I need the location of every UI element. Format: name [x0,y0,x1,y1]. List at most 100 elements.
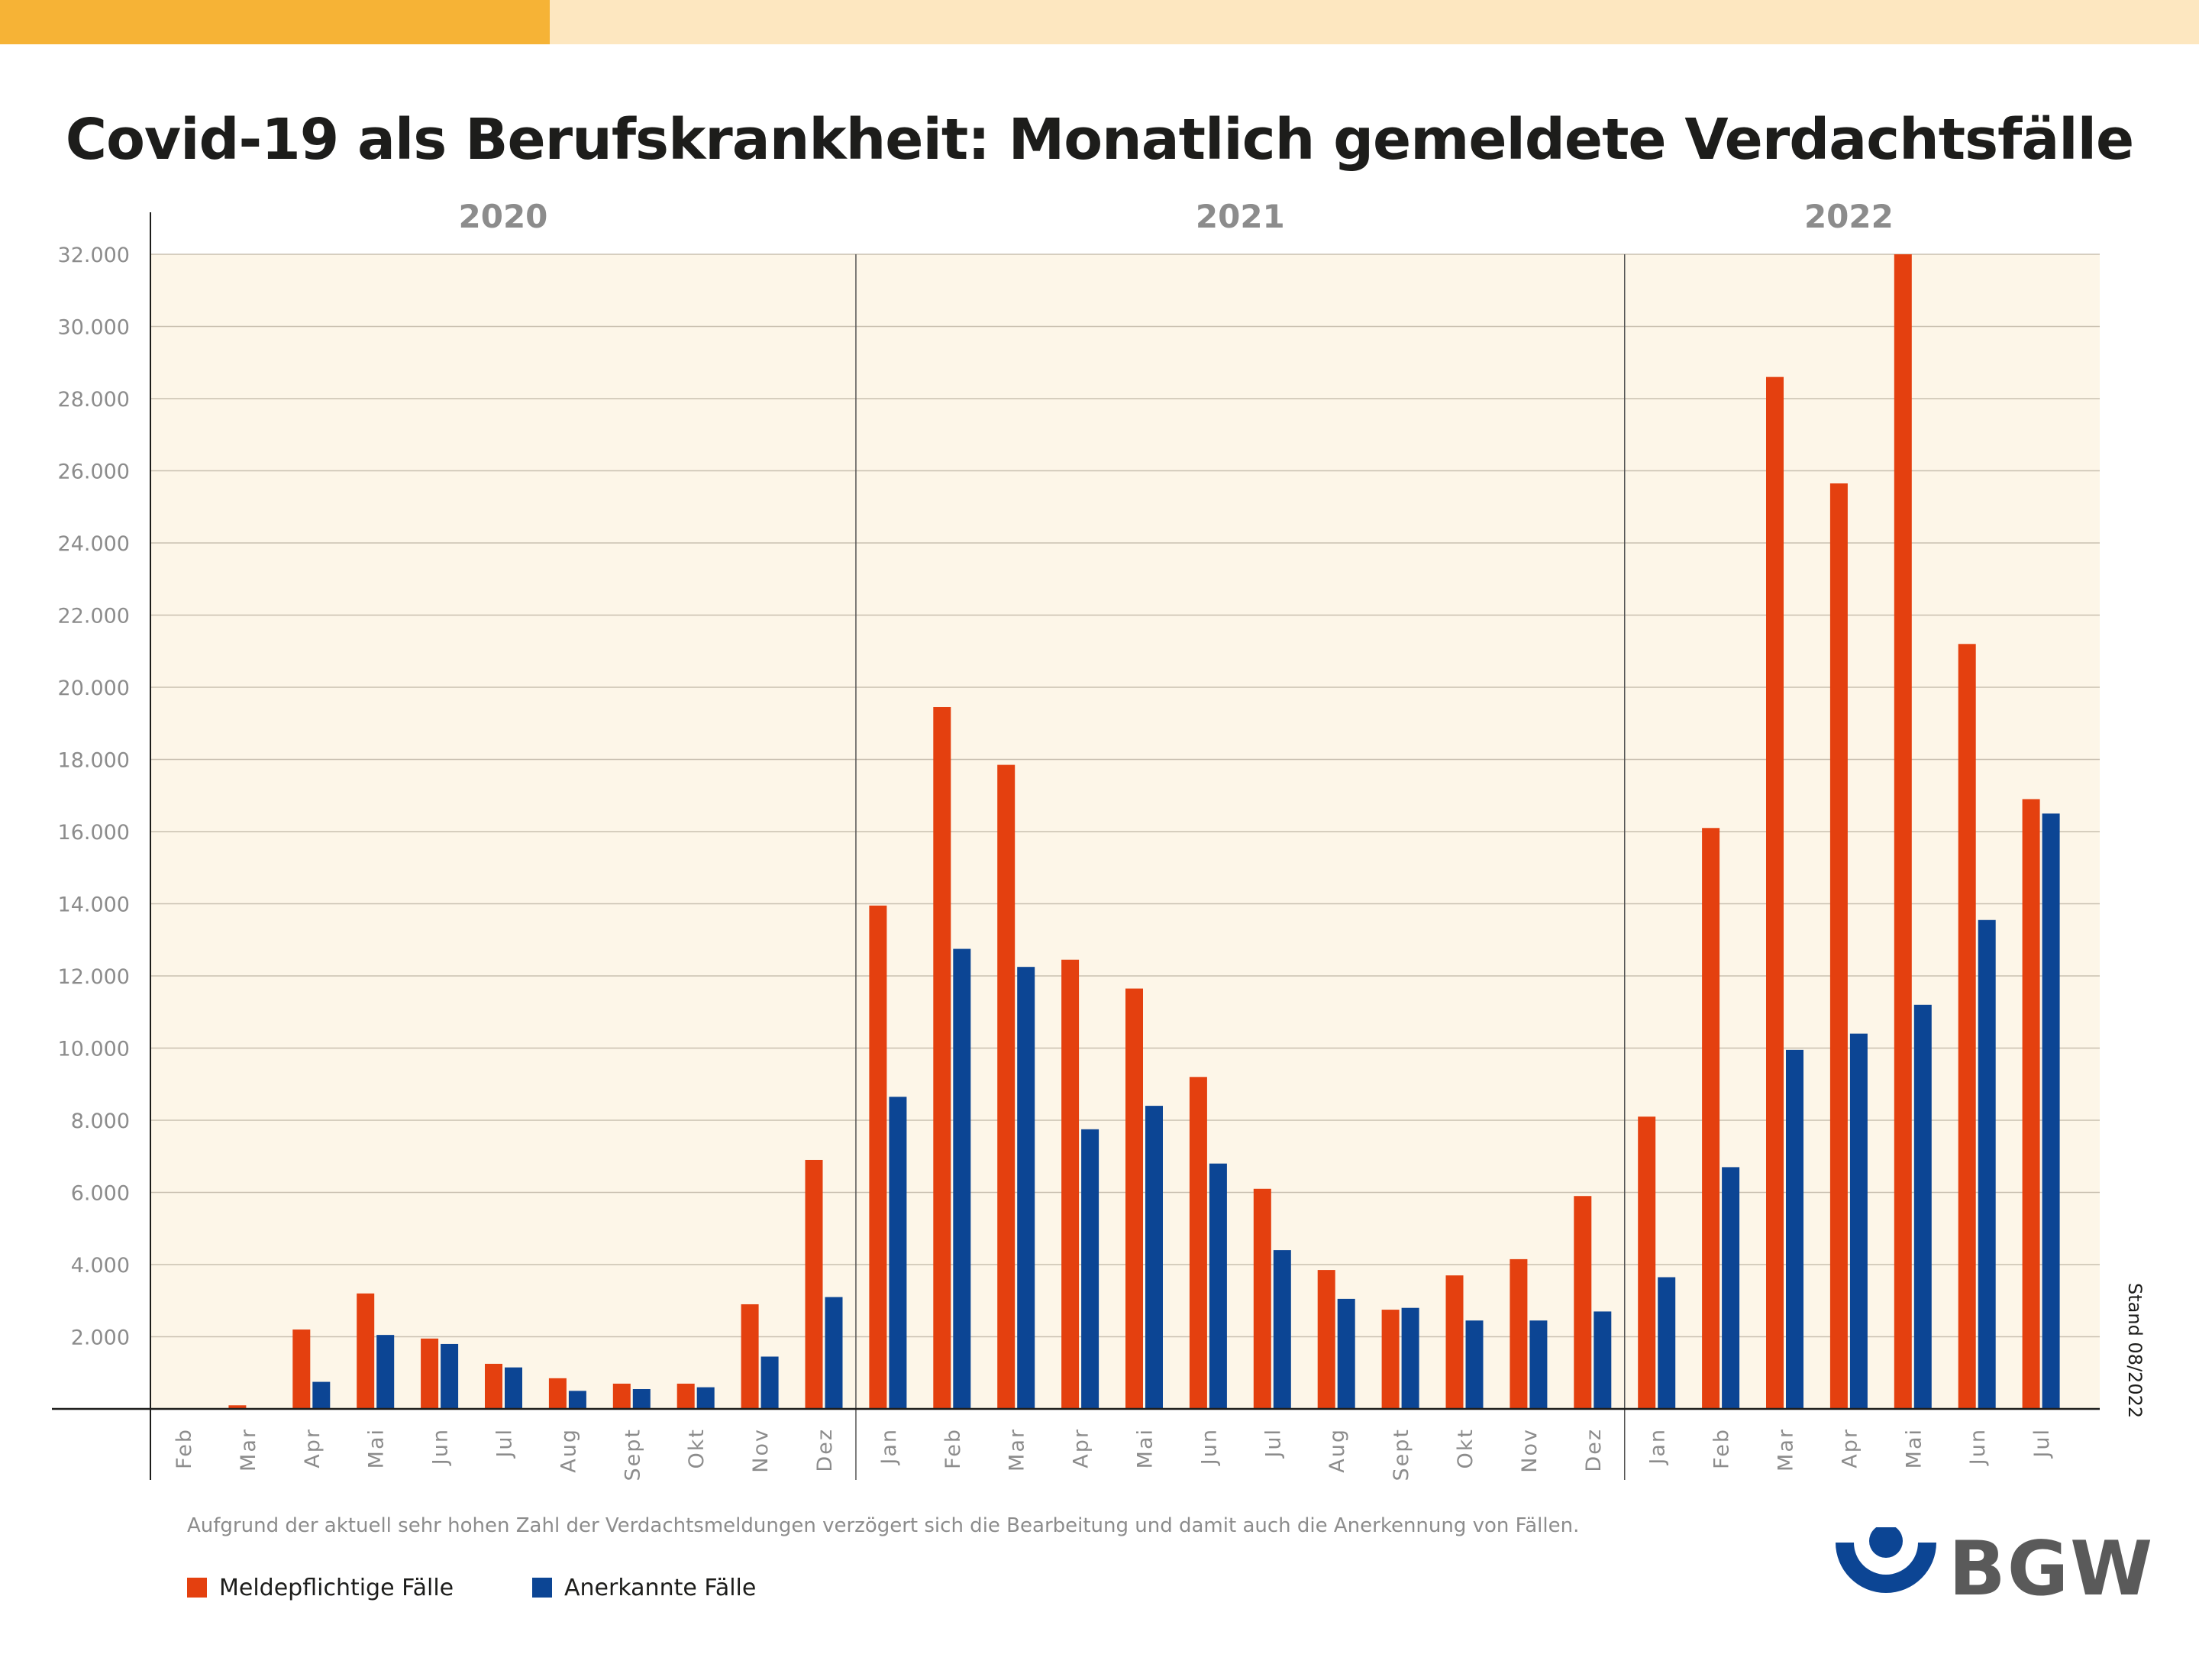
year-label: 2020 [459,198,548,235]
bar-anerkannte [760,1356,779,1409]
x-tick-label: Jan [877,1428,901,1466]
y-tick-label: 4.000 [71,1254,130,1278]
year-label: 2021 [1196,198,1285,235]
bar-anerkannte [889,1097,907,1409]
bar-meldepflichtige [805,1159,823,1409]
y-tick-label: 18.000 [58,749,130,773]
y-tick-label: 12.000 [58,965,130,989]
x-tick-label: Jan [1646,1428,1670,1466]
footnote: Aufgrund der aktuell sehr hohen Zahl der… [187,1514,1580,1537]
y-tick-label: 6.000 [71,1182,130,1206]
x-tick-label: Jun [1197,1428,1221,1466]
bar-anerkannte [1978,919,1996,1409]
x-tick-label: Mai [1902,1428,1926,1468]
bar-meldepflichtige [1638,1116,1656,1409]
bar-meldepflichtige [485,1363,502,1409]
bar-anerkannte [1529,1320,1548,1409]
bar-meldepflichtige [741,1304,759,1409]
bar-meldepflichtige [228,1405,247,1409]
bar-meldepflichtige [1510,1258,1528,1409]
legend-swatch-orange [187,1578,207,1598]
bar-meldepflichtige [1702,828,1720,1409]
bar-meldepflichtige [676,1383,695,1409]
bar-meldepflichtige [1061,959,1080,1409]
bar-anerkannte [1465,1320,1484,1409]
legend-label: Meldepflichtige Fälle [219,1575,454,1601]
x-tick-label: Apr [1838,1428,1862,1468]
bar-anerkannte [1849,1033,1868,1409]
x-tick-label: Sept [1390,1428,1413,1481]
top-bar-accent [0,0,550,44]
bar-meldepflichtige [933,706,951,1409]
x-tick-label: Mai [365,1428,389,1468]
bar-anerkannte [1337,1298,1355,1409]
bar-anerkannte [2042,813,2060,1409]
x-tick-label: Feb [941,1428,965,1469]
chart-title: Covid-19 als Berufskrankheit: Monatlich … [65,107,2134,173]
bar-meldepflichtige [1317,1270,1335,1409]
y-tick-label: 28.000 [58,388,130,412]
y-tick-label: 16.000 [58,821,130,845]
bar-anerkannte [1145,1106,1163,1409]
y-tick-label: 26.000 [58,460,130,484]
bar-anerkannte [1081,1129,1100,1409]
bar-meldepflichtige [2022,799,2040,1409]
x-tick-label: Mar [237,1428,260,1472]
bar-meldepflichtige [1574,1196,1592,1409]
y-tick-label: 30.000 [58,316,130,340]
bar-anerkannte [441,1343,459,1409]
y-tick-label: 8.000 [71,1110,130,1133]
x-tick-label: Okt [1454,1428,1477,1468]
x-tick-label: Aug [557,1428,580,1473]
x-tick-label: Dez [813,1428,837,1472]
x-tick-label: Nov [1518,1428,1542,1473]
y-tick-label: 22.000 [58,605,130,628]
x-tick-label: Okt [685,1428,709,1468]
legend-label: Anerkannte Fälle [564,1575,757,1601]
bar-anerkannte [1786,1049,1803,1409]
x-tick-label: Mar [1006,1428,1029,1472]
bar-anerkannte [312,1381,331,1409]
bar-meldepflichtige [357,1293,375,1409]
x-tick-label: Jun [429,1428,453,1466]
bgw-logo-icon [1836,1527,1936,1593]
x-tick-label: Jun [1966,1428,1990,1466]
bar-anerkannte [1658,1277,1676,1409]
bar-meldepflichtige [1766,376,1784,1409]
bar-anerkannte [1273,1250,1291,1409]
bar-anerkannte [953,948,971,1409]
bar-anerkannte [376,1335,395,1409]
top-bar-light [550,0,2199,44]
x-tick-label: Dez [1582,1428,1606,1472]
bar-meldepflichtige [1445,1275,1464,1409]
bar-meldepflichtige [292,1329,311,1409]
y-tick-label: 10.000 [58,1038,130,1061]
bar-meldepflichtige [612,1383,631,1409]
x-tick-label: Mai [1134,1428,1158,1468]
bar-anerkannte [632,1389,651,1409]
x-tick-label: Mar [1774,1428,1798,1472]
x-tick-label: Jul [2030,1428,2054,1459]
y-tick-label: 2.000 [71,1326,130,1350]
y-tick-label: 24.000 [58,532,130,556]
bar-meldepflichtige [869,905,887,1409]
bar-meldepflichtige [1894,254,1912,1409]
top-color-bar [0,0,2199,44]
x-tick-label: Apr [1070,1428,1093,1468]
bar-meldepflichtige [997,764,1016,1409]
bar-meldepflichtige [421,1338,439,1409]
y-tick-label: 20.000 [58,677,130,700]
bar-anerkannte [696,1387,715,1409]
bar-anerkannte [825,1297,843,1409]
x-tick-label: Sept [621,1428,644,1481]
bar-anerkannte [1722,1167,1740,1409]
y-tick-label: 32.000 [58,244,130,267]
bar-meldepflichtige [1829,483,1848,1409]
logo-text: BGW [1949,1526,2155,1613]
bar-anerkannte [1209,1163,1227,1409]
legend-swatch-blue [532,1578,552,1598]
bar-anerkannte [1017,967,1035,1409]
bar-meldepflichtige [1253,1188,1271,1409]
x-tick-label: Jul [493,1428,517,1459]
